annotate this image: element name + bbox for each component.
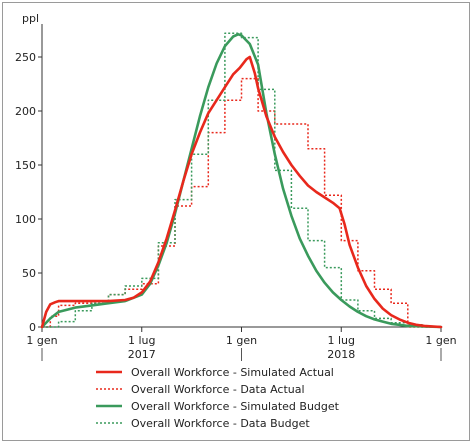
x-year-label: 2018 — [327, 348, 355, 361]
y-tick-label: 0 — [29, 321, 36, 334]
series-line-3 — [42, 32, 441, 328]
legend-label: Overall Workforce - Simulated Budget — [131, 400, 340, 413]
series-line-2 — [40, 33, 443, 329]
y-unit-label: ppl — [22, 12, 39, 25]
x-tick-label: 1 gen — [425, 334, 456, 347]
x-year-label: 2017 — [128, 348, 156, 361]
y-tick-label: 50 — [22, 267, 36, 280]
y-tick-label: 100 — [15, 213, 36, 226]
series-layer — [40, 32, 443, 329]
y-tick-label: 250 — [15, 51, 36, 64]
legend-label: Overall Workforce - Data Actual — [131, 383, 305, 396]
series-line-1 — [42, 77, 441, 328]
y-tick-label: 150 — [15, 159, 36, 172]
chart-frame — [2, 2, 470, 441]
x-tick-label: 1 lug — [128, 334, 156, 347]
y-tick-label: 200 — [15, 105, 36, 118]
legend-label: Overall Workforce - Data Budget — [131, 417, 310, 430]
legend-label: Overall Workforce - Simulated Actual — [131, 366, 334, 379]
x-tick-label: 1 lug — [327, 334, 355, 347]
x-tick-label: 1 gen — [226, 334, 257, 347]
legend: Overall Workforce - Simulated Actual Over… — [96, 366, 340, 430]
series-line-0 — [40, 55, 443, 329]
x-tick-label: 1 gen — [26, 334, 57, 347]
